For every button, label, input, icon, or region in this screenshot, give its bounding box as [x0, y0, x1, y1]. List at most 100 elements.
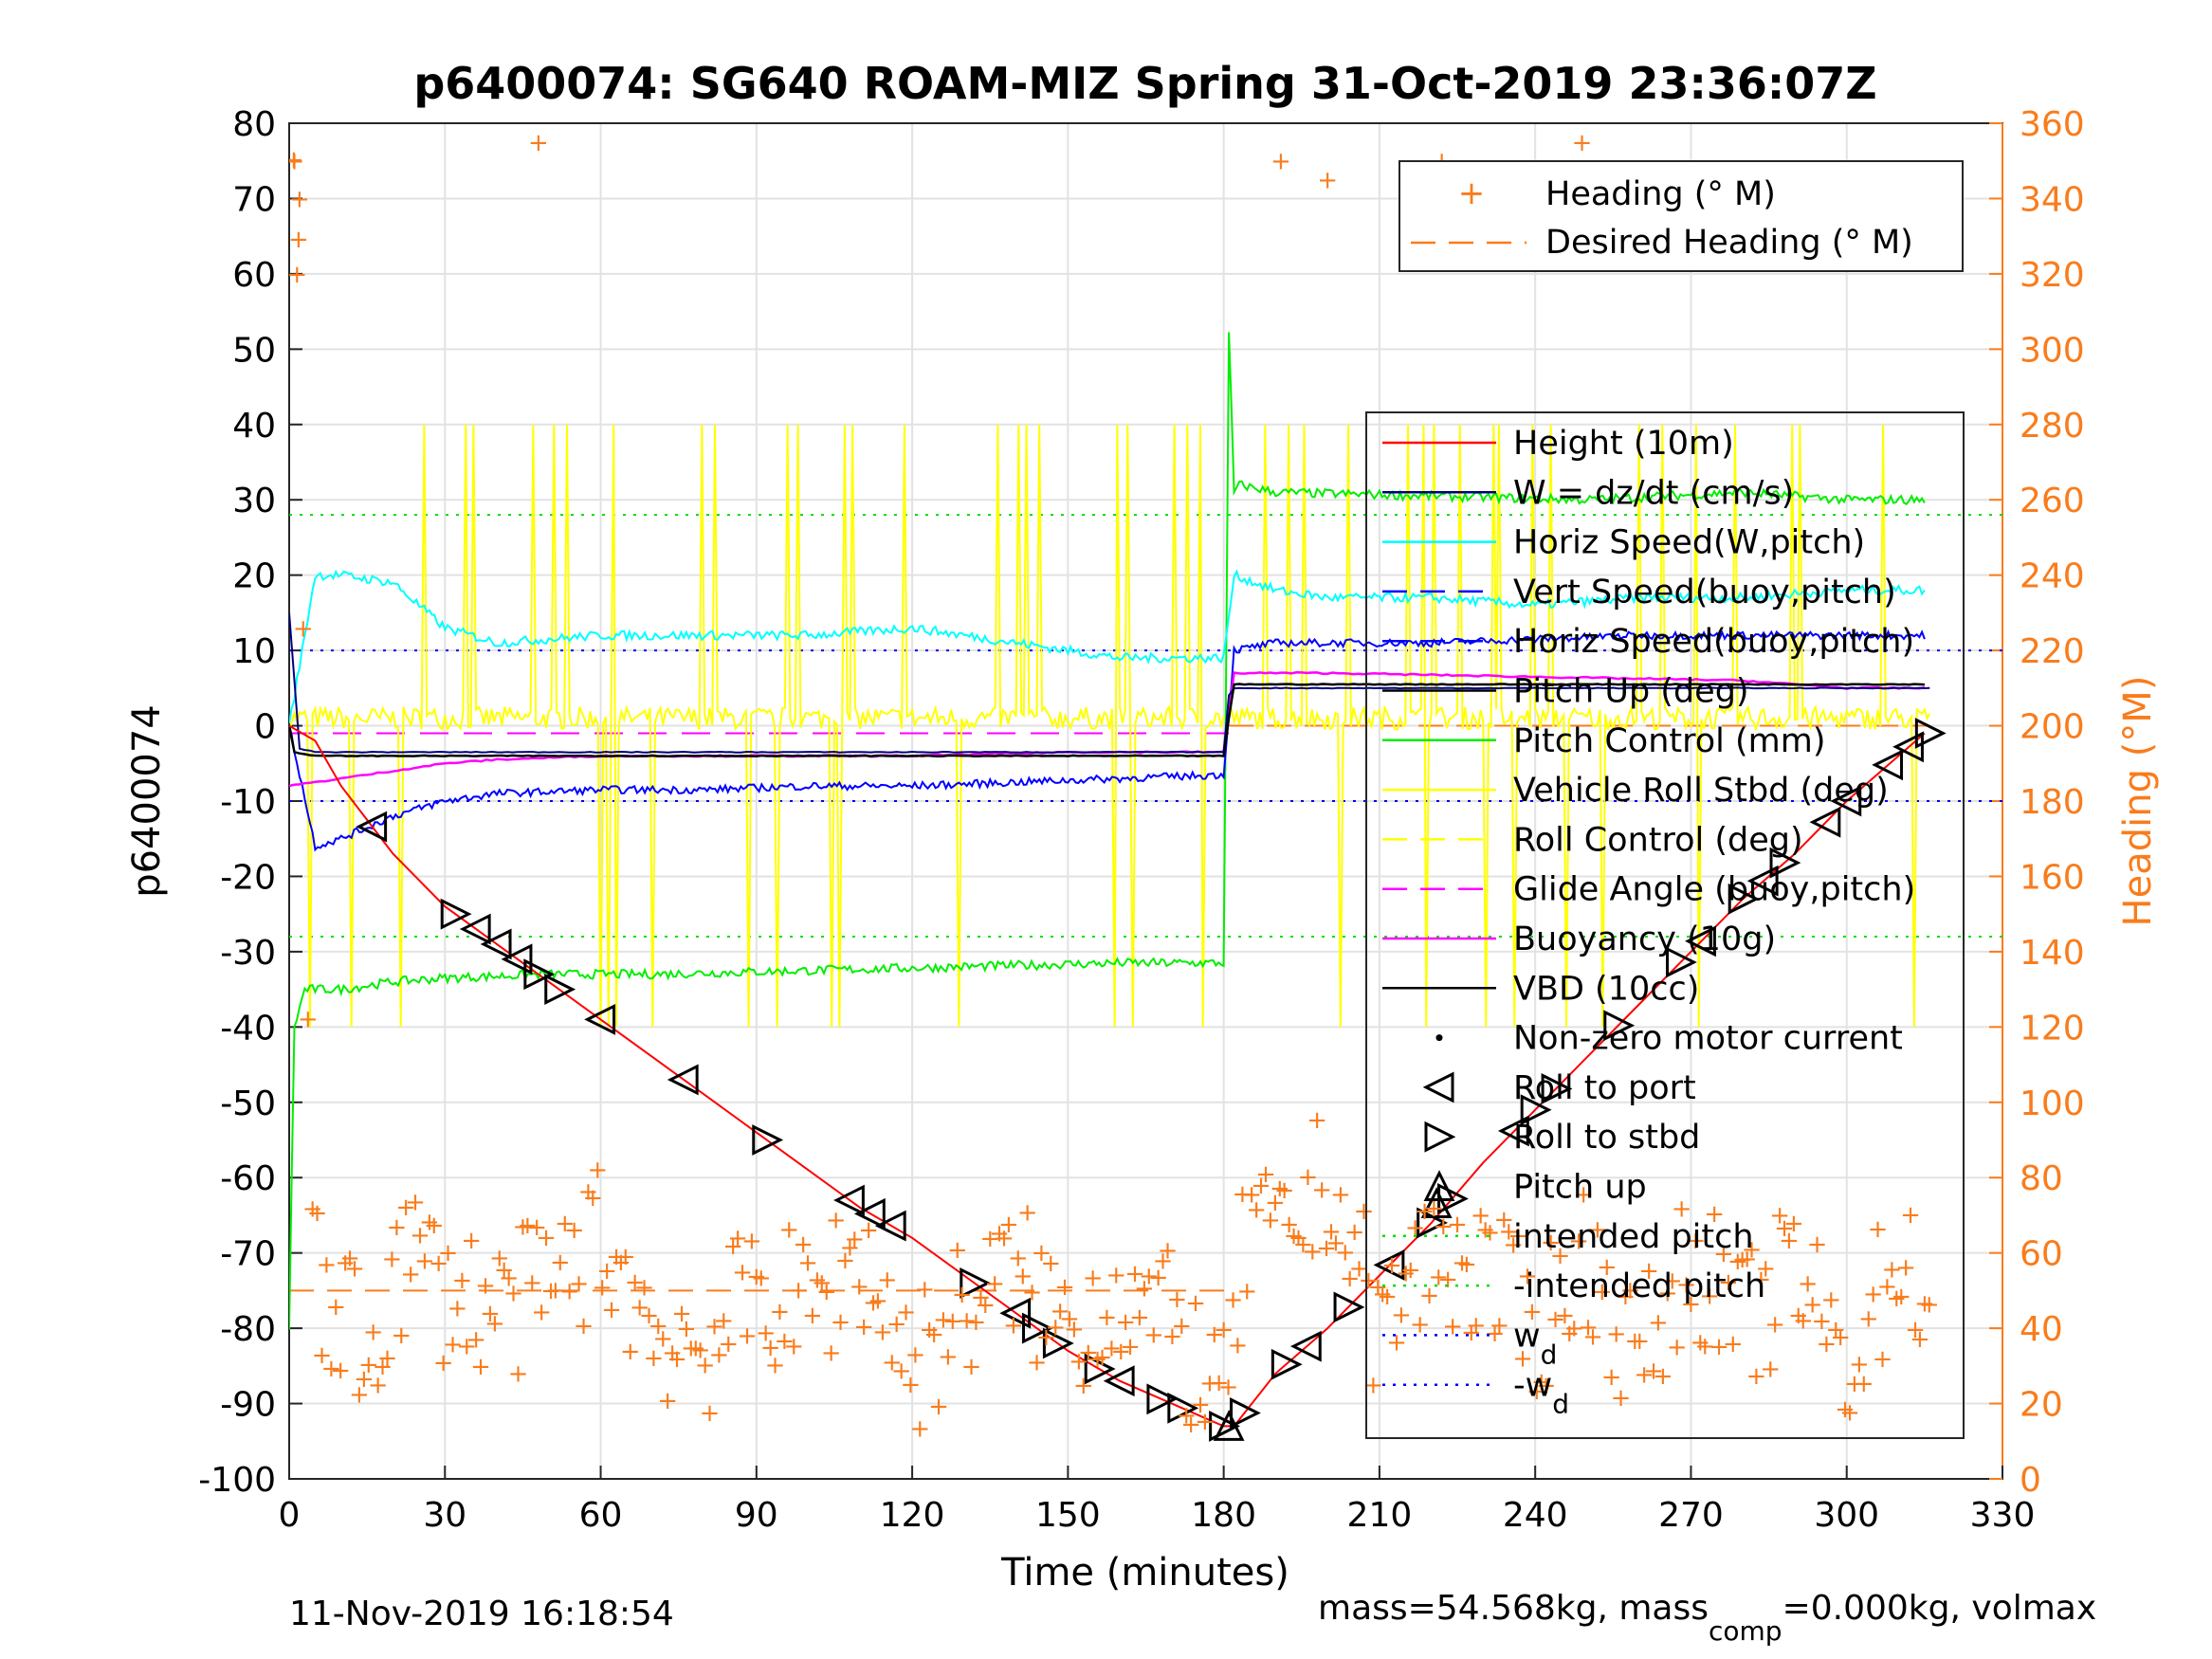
heading-marker: +	[1723, 1330, 1744, 1358]
series-pitch-up	[289, 683, 1925, 757]
heading-marker: +	[1400, 1256, 1421, 1285]
y-axis-label: p6400074	[125, 704, 169, 898]
heading-marker: +	[1097, 1304, 1118, 1332]
heading-marker: +	[746, 1263, 767, 1291]
heading-marker: +	[1054, 1273, 1075, 1302]
heading-marker: +	[1218, 1374, 1239, 1402]
roll-to-port-marker	[667, 1064, 699, 1096]
heading-marker: +	[1317, 167, 1338, 195]
heading-marker: +	[1793, 1306, 1814, 1335]
heading-marker: +	[400, 1261, 421, 1289]
heading-marker: +	[1718, 1268, 1739, 1297]
heading-marker: +	[559, 1277, 580, 1305]
heading-marker: +	[1877, 1273, 1898, 1302]
legend-main-label: W = dz/dt (cm/s)	[1513, 474, 1794, 512]
heading-marker: +	[1241, 1181, 1262, 1210]
legend-main-marker	[1435, 1034, 1443, 1042]
heading-marker: +	[1176, 1402, 1197, 1431]
roll-to-stbd-marker	[440, 898, 472, 930]
heading-marker: +	[1134, 1275, 1155, 1304]
heading-marker: +	[979, 1225, 1000, 1253]
legend-main-label: Roll to port	[1513, 1069, 1696, 1107]
heading-marker: +	[923, 1321, 944, 1349]
heading-marker: +	[1017, 1199, 1038, 1228]
y-tick-label: 50	[232, 331, 276, 370]
heading-marker: +	[686, 1334, 706, 1362]
heading-marker: +	[713, 1306, 734, 1335]
heading-marker: +	[508, 1360, 529, 1389]
heading-marker: +	[578, 1178, 599, 1207]
heading-marker: +	[961, 1353, 982, 1381]
y-tick-label: -30	[220, 934, 276, 973]
heading-marker: +	[1180, 1411, 1201, 1439]
legend-main-label: -intended pitch	[1513, 1267, 1765, 1305]
heading-marker: +	[868, 1286, 888, 1315]
heading-marker: +	[1035, 1323, 1056, 1352]
heading-marker: +	[1410, 1311, 1431, 1340]
heading-marker: +	[1536, 1372, 1557, 1400]
heading-marker: +	[288, 226, 309, 254]
heading-marker: +	[1367, 1273, 1388, 1302]
y2-tick-label: 320	[2020, 256, 2085, 295]
heading-marker: +	[708, 1341, 729, 1370]
chart-title: p6400074: SG640 ROAM-MIZ Spring 31-Oct-2…	[413, 58, 1876, 109]
heading-marker: +	[1078, 1339, 1099, 1367]
heading-marker: +	[812, 1268, 832, 1297]
heading-marker: +	[1704, 1200, 1725, 1229]
legend-main-label-text: Pitch Up (deg)	[1513, 673, 1749, 711]
series-layer: ++++++++++++++++++++++++++++++++++++++++…	[283, 129, 2002, 1443]
legend-main-label-text: Vert Speed(buoy,pitch)	[1513, 574, 1896, 611]
heading-marker: +	[802, 1302, 823, 1330]
legend-main-label: Roll Control (deg)	[1513, 821, 1803, 859]
heading-marker: +	[774, 1327, 795, 1356]
y2-tick-label: 180	[2020, 783, 2085, 822]
heading-marker: +	[373, 1353, 393, 1381]
heading-marker: +	[1732, 1246, 1753, 1274]
heading-marker: +	[998, 1211, 1019, 1239]
heading-marker: +	[1270, 1175, 1290, 1203]
legend-main-label: Horiz Speed(buoy,pitch)	[1513, 623, 1914, 661]
heading-marker: +	[1709, 1333, 1729, 1361]
heading-marker: +	[405, 1188, 426, 1216]
heading-marker: +	[863, 1288, 884, 1317]
legend-desired-heading-label: Desired Heading (° M)	[1545, 224, 1913, 262]
x-tick-label: 60	[579, 1496, 623, 1535]
heading-marker: +	[737, 1322, 758, 1351]
y2-tick-label: 80	[2020, 1159, 2063, 1198]
heading-marker: +	[1638, 1257, 1659, 1285]
heading-marker: +	[821, 1340, 842, 1368]
heading-marker: +	[1302, 1237, 1323, 1266]
roll-to-stbd-marker	[1084, 1353, 1116, 1385]
heading-marker: +	[569, 1269, 590, 1298]
legend-main-box	[1365, 411, 1965, 1439]
heading-marker: +	[550, 1249, 571, 1277]
heading-marker: +	[966, 1308, 987, 1337]
legend-main-label: Glide Angle (buoy,pitch)	[1513, 871, 1915, 909]
heading-marker: +	[727, 1225, 748, 1253]
heading-marker: +	[1359, 1267, 1380, 1295]
legend-main-label-text: -intended pitch	[1513, 1267, 1765, 1305]
heading-marker: +	[382, 1246, 403, 1274]
heading-marker: +	[788, 1277, 809, 1305]
heading-marker: +	[1582, 1322, 1603, 1351]
heading-marker: +	[606, 1243, 627, 1271]
heading-marker: +	[438, 1239, 459, 1267]
legend-main-label: Height (10m)	[1513, 425, 1734, 463]
heading-marker: +	[1297, 1163, 1318, 1192]
heading-marker: +	[984, 1269, 1005, 1298]
x-tick-label: 210	[1347, 1496, 1413, 1535]
roll-to-stbd-marker	[544, 974, 576, 1006]
heading-marker: +	[1498, 1217, 1519, 1246]
roll-to-stbd-marker	[1209, 1410, 1240, 1442]
heading-marker: +	[1293, 1231, 1314, 1259]
roll-to-stbd-marker	[1271, 1348, 1303, 1380]
heading-marker: +	[1742, 1235, 1763, 1264]
heading-marker: +	[596, 1257, 617, 1285]
heading-marker: +	[909, 1414, 930, 1443]
legend-main-label-text: Glide Angle (buoy,pitch)	[1513, 871, 1915, 909]
roll-to-port-marker	[480, 928, 512, 960]
heading-marker: +	[283, 146, 304, 174]
heading-marker: +	[807, 1266, 828, 1294]
heading-marker: +	[891, 1358, 912, 1386]
heading-marker: +	[1461, 1319, 1482, 1347]
